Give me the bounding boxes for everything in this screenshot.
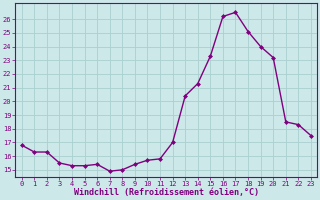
X-axis label: Windchill (Refroidissement éolien,°C): Windchill (Refroidissement éolien,°C) <box>74 188 259 197</box>
